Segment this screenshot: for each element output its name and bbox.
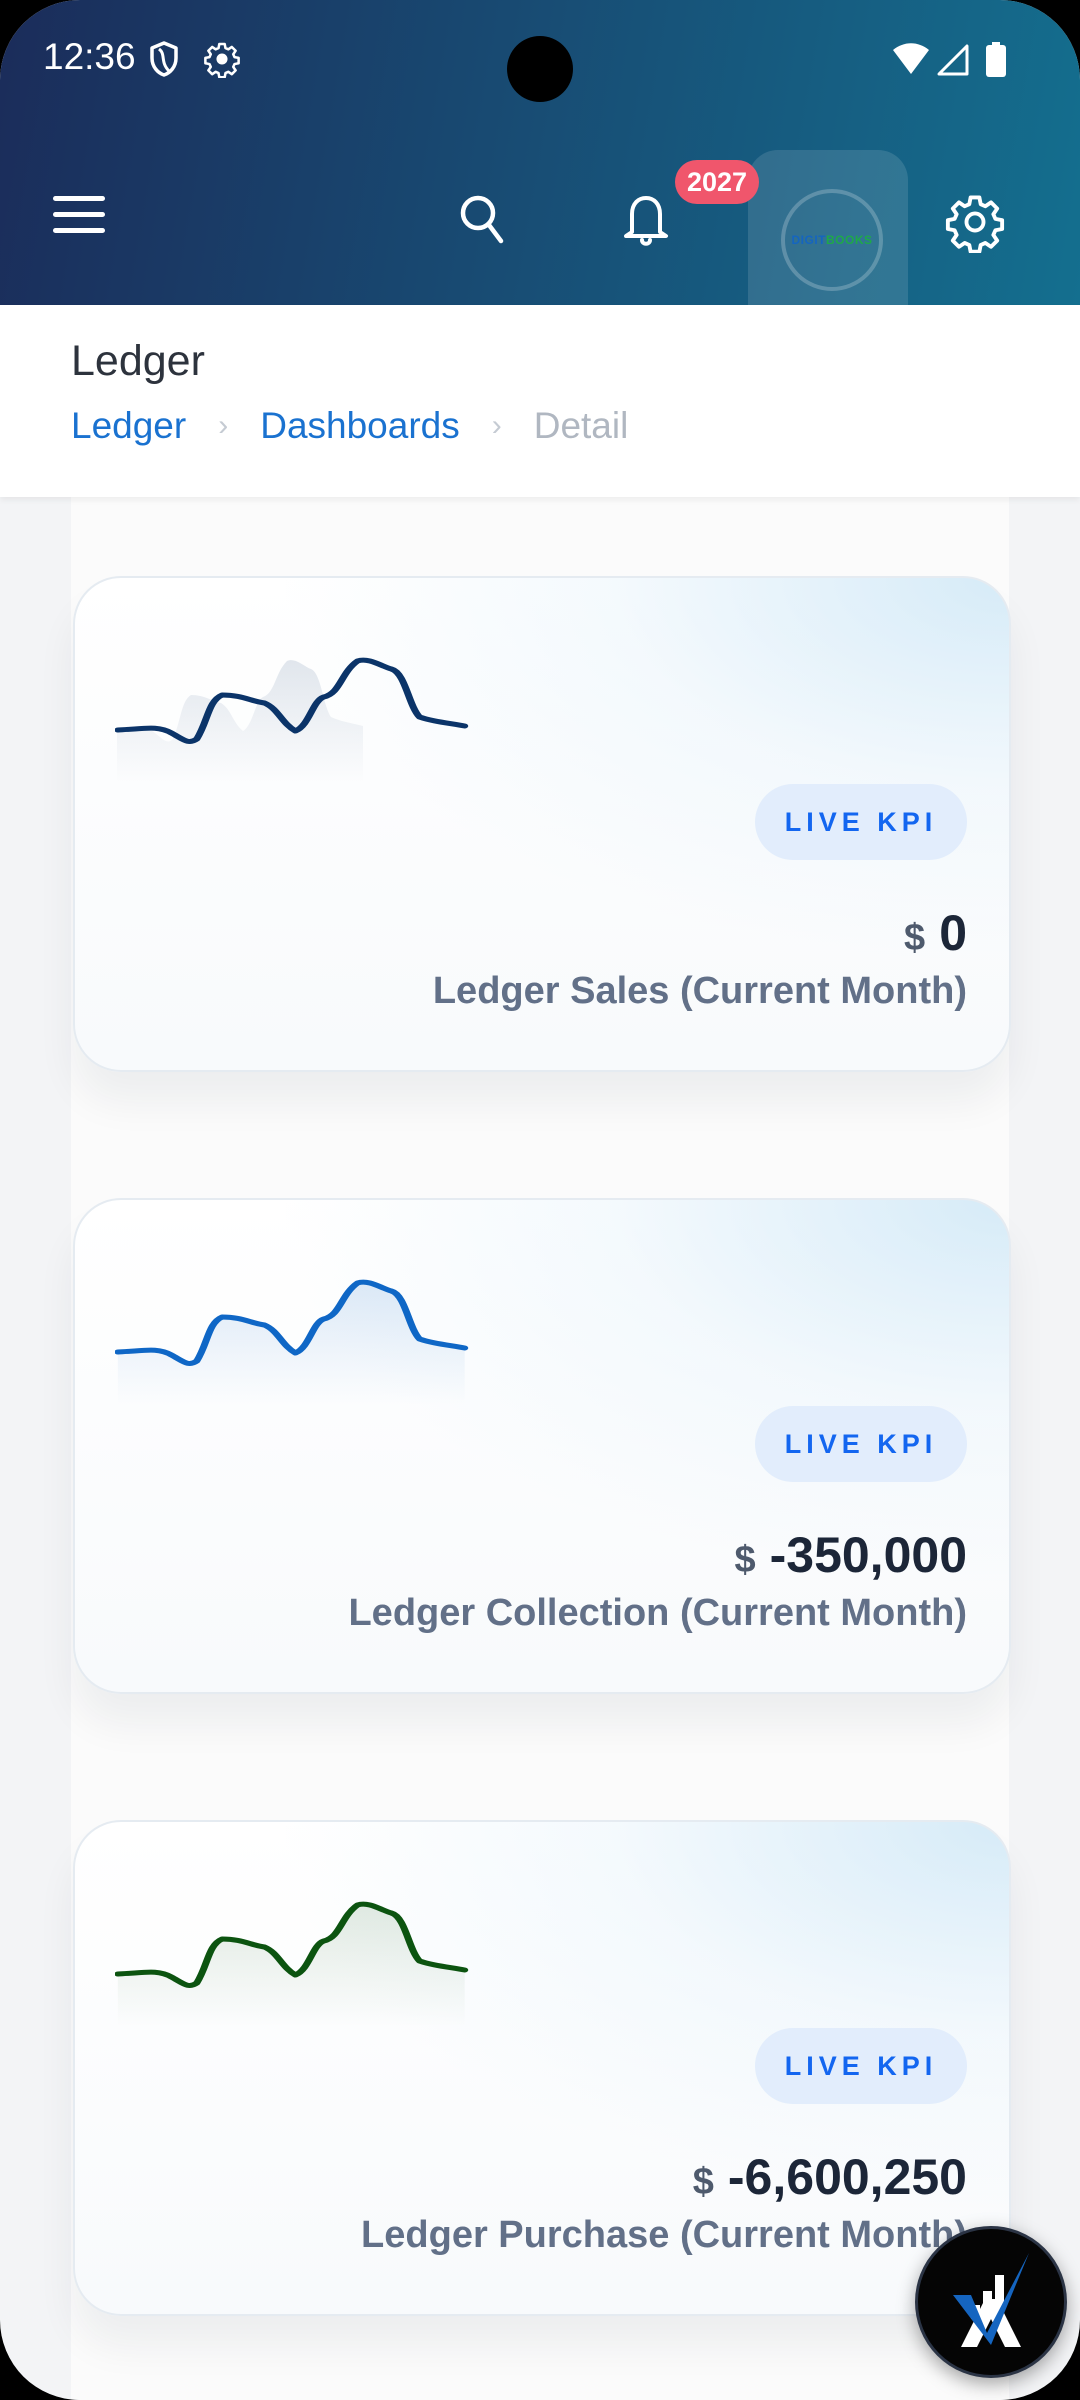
chevron-right-icon: › [491,409,502,442]
kpi-amount: $ 0 [904,904,967,962]
currency-symbol: $ [692,2161,714,2203]
search-button[interactable] [445,180,520,255]
menu-button[interactable] [42,180,116,250]
shield-icon [148,40,180,83]
sparkline-chart [115,1279,469,1405]
bell-icon [623,196,668,246]
kpi-value: 0 [939,905,967,961]
notifications-button[interactable] [608,180,683,260]
avatar[interactable]: DIGITBOOKS [781,189,883,291]
cellular-signal-icon [937,44,969,81]
kpi-card-purchase[interactable]: LIVE KPI $ -6,600,250 Ledger Purchase (C… [73,1820,1011,2316]
wifi-icon [891,42,931,81]
search-icon [460,195,503,243]
kpi-amount: $ -350,000 [734,1526,967,1584]
gear-icon [203,40,241,83]
status-bar: 12:36 [0,0,1080,150]
app-bar: 12:36 [0,0,1080,305]
chevron-right-icon: › [218,409,229,442]
page-title: Ledger [71,337,205,385]
top-toolbar: DIGITBOOKS [0,150,1080,305]
gear-icon [945,195,1005,253]
floating-action-button[interactable] [915,2226,1067,2378]
hamburger-menu-icon [53,196,105,233]
breadcrumb: Ledger › Dashboards › Detail [71,405,628,447]
avatar-logo: DIGITBOOKS [791,233,873,247]
notification-count-badge: 2027 [675,160,760,204]
kpi-label: Ledger Purchase (Current Month) [361,2214,967,2256]
breadcrumb-detail: Detail [533,405,629,446]
kpi-card-sales[interactable]: LIVE KPI $ 0 Ledger Sales (Current Month… [73,576,1011,1072]
kpi-amount: $ -6,600,250 [693,2148,967,2206]
sparkline-chart [115,1901,469,2027]
kpi-value: -350,000 [769,1527,967,1583]
kpi-label: Ledger Collection (Current Month) [348,1592,967,1634]
app-logo-icon [953,2253,1029,2347]
currency-symbol: $ [734,1539,756,1581]
kpi-container: LIVE KPI $ 0 Ledger Sales (Current Month… [71,497,1011,2400]
kpi-label: Ledger Sales (Current Month) [432,970,967,1012]
live-kpi-badge: LIVE KPI [755,2028,967,2104]
breadcrumb-ledger[interactable]: Ledger [71,405,187,446]
currency-symbol: $ [904,917,926,959]
kpi-card-collection[interactable]: LIVE KPI $ -350,000 Ledger Collection (C… [73,1198,1011,1694]
settings-button[interactable] [935,182,1015,262]
live-kpi-badge: LIVE KPI [755,784,967,860]
battery-icon [985,42,1007,83]
sparkline-chart [115,657,469,783]
kpi-value: -6,600,250 [727,2149,967,2205]
breadcrumb-dashboards[interactable]: Dashboards [260,405,460,446]
camera-cutout [507,36,573,102]
live-kpi-badge: LIVE KPI [755,1406,967,1482]
page-header: Ledger Ledger › Dashboards › Detail [0,305,1080,497]
status-time: 12:36 [43,36,136,77]
